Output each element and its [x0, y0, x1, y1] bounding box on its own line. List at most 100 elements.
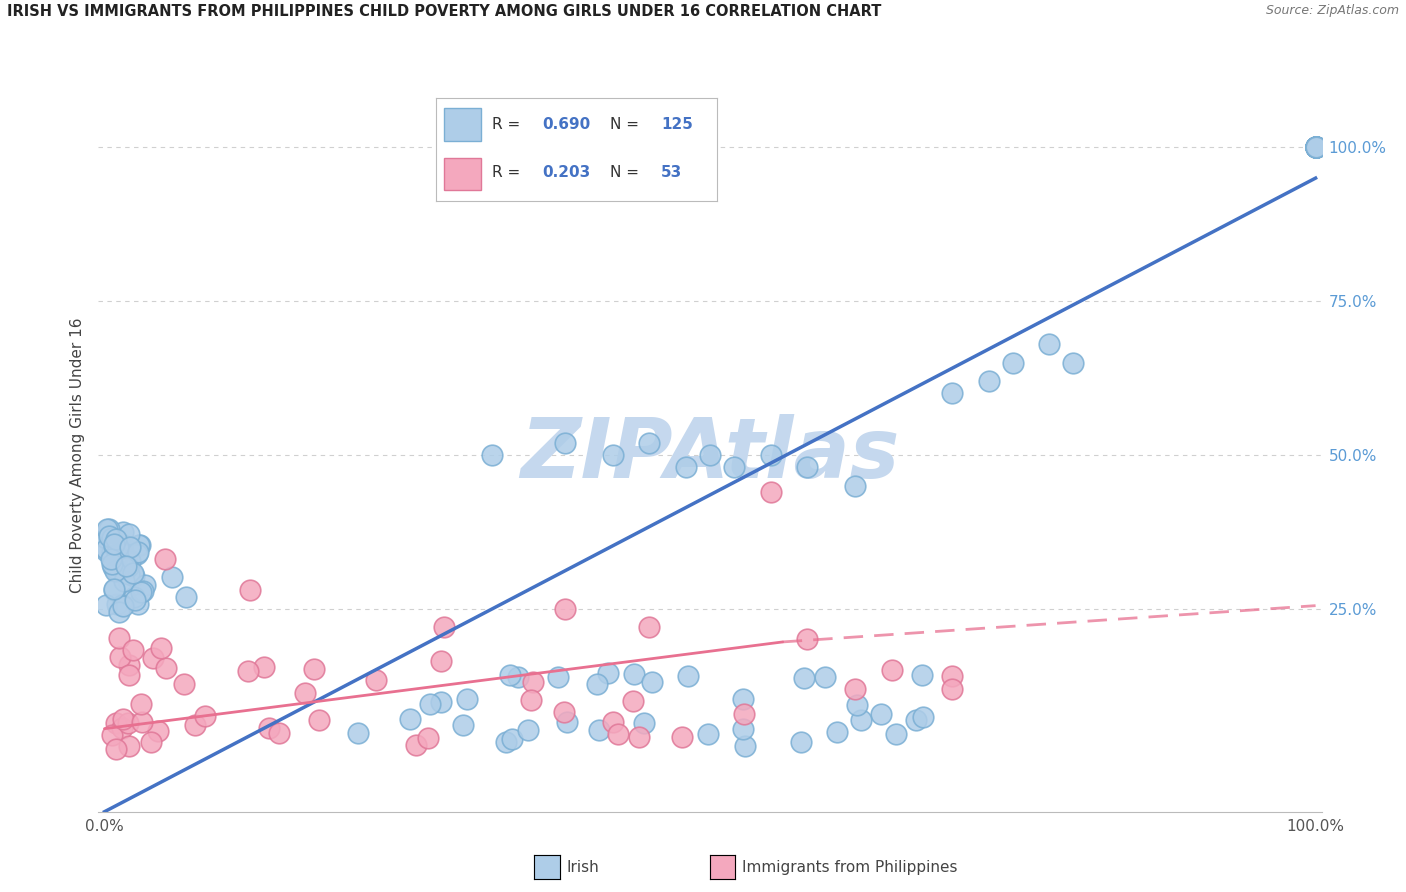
- Point: [501, 732, 523, 747]
- Point: [941, 669, 963, 683]
- Point: [1305, 140, 1327, 154]
- Text: R =: R =: [492, 165, 526, 180]
- Point: [128, 538, 150, 552]
- Point: [1305, 140, 1327, 154]
- Point: [419, 697, 441, 711]
- Point: [553, 705, 575, 719]
- Point: [1305, 140, 1327, 154]
- Text: IRISH VS IMMIGRANTS FROM PHILIPPINES CHILD POVERTY AMONG GIRLS UNDER 16 CORRELAT: IRISH VS IMMIGRANTS FROM PHILIPPINES CHI…: [7, 4, 882, 20]
- Point: [100, 551, 122, 566]
- Point: [506, 670, 529, 684]
- Point: [107, 540, 129, 554]
- Point: [112, 574, 135, 589]
- Point: [723, 460, 745, 475]
- Point: [132, 583, 155, 598]
- Bar: [444, 108, 481, 141]
- Point: [495, 734, 517, 748]
- Point: [104, 564, 127, 578]
- Point: [118, 554, 141, 568]
- Point: [107, 548, 129, 562]
- Point: [671, 730, 693, 744]
- Point: [103, 539, 125, 553]
- Point: [849, 713, 872, 727]
- Point: [118, 540, 141, 554]
- Point: [1305, 140, 1327, 154]
- Point: [884, 726, 907, 740]
- Point: [451, 717, 474, 731]
- Text: 0.203: 0.203: [543, 165, 591, 180]
- Point: [910, 667, 932, 681]
- Point: [586, 677, 609, 691]
- Point: [1305, 140, 1327, 154]
- Point: [94, 598, 117, 612]
- Point: [699, 448, 721, 462]
- Point: [96, 522, 118, 536]
- Point: [941, 681, 963, 696]
- Point: [844, 478, 866, 492]
- Point: [1305, 140, 1327, 154]
- Point: [623, 666, 645, 681]
- Point: [129, 697, 152, 711]
- Point: [112, 712, 135, 726]
- Point: [1305, 140, 1327, 154]
- Point: [108, 649, 131, 664]
- Point: [100, 531, 122, 545]
- Text: N =: N =: [610, 165, 644, 180]
- Point: [105, 598, 128, 612]
- Point: [173, 676, 195, 690]
- Point: [602, 448, 624, 462]
- Point: [1305, 140, 1327, 154]
- Point: [122, 642, 145, 657]
- Point: [174, 590, 197, 604]
- Point: [499, 668, 522, 682]
- Point: [554, 435, 576, 450]
- Point: [194, 708, 217, 723]
- Point: [94, 541, 117, 556]
- Point: [105, 564, 128, 578]
- Point: [257, 721, 280, 735]
- Text: Immigrants from Philippines: Immigrants from Philippines: [742, 861, 957, 875]
- Point: [117, 552, 139, 566]
- Point: [125, 547, 148, 561]
- Point: [118, 566, 141, 581]
- Point: [238, 665, 260, 679]
- Point: [844, 681, 866, 696]
- Point: [456, 691, 478, 706]
- Text: Irish: Irish: [567, 861, 599, 875]
- Point: [105, 741, 128, 756]
- Point: [118, 668, 141, 682]
- Point: [796, 460, 818, 475]
- Point: [122, 566, 145, 581]
- Point: [696, 727, 718, 741]
- Point: [1062, 356, 1084, 370]
- Text: 53: 53: [661, 165, 682, 180]
- Point: [149, 641, 172, 656]
- Text: Source: ZipAtlas.com: Source: ZipAtlas.com: [1265, 4, 1399, 18]
- Point: [638, 620, 661, 634]
- Point: [160, 570, 183, 584]
- Point: [1305, 140, 1327, 154]
- Point: [364, 673, 387, 687]
- Point: [1305, 140, 1327, 154]
- Point: [1305, 140, 1327, 154]
- Point: [183, 718, 205, 732]
- Point: [134, 578, 156, 592]
- Point: [790, 735, 813, 749]
- Point: [734, 739, 756, 754]
- Point: [239, 583, 262, 598]
- Point: [1305, 140, 1327, 154]
- Point: [105, 549, 128, 564]
- Point: [814, 669, 837, 683]
- Point: [1001, 356, 1024, 370]
- Point: [759, 484, 782, 499]
- Point: [253, 660, 276, 674]
- Point: [100, 545, 122, 559]
- Point: [139, 735, 162, 749]
- Point: [308, 713, 330, 727]
- Point: [100, 728, 122, 742]
- Point: [481, 448, 503, 462]
- Point: [1305, 140, 1327, 154]
- Point: [122, 590, 145, 604]
- Text: ZIPAtlas: ZIPAtlas: [520, 415, 900, 495]
- Point: [105, 563, 128, 577]
